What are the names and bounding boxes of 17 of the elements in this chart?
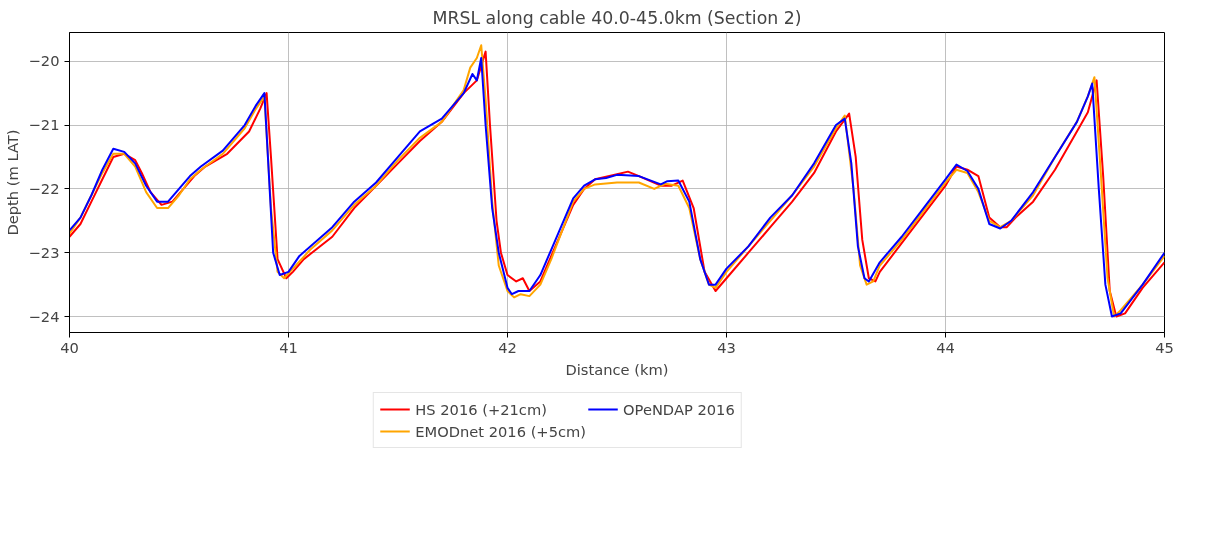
x-axis-title: Distance (km) bbox=[565, 360, 669, 378]
y-tick-label: −22 bbox=[28, 179, 60, 197]
y-tick-label: −24 bbox=[28, 307, 60, 325]
y-axis-title: Depth (m LAT) bbox=[3, 129, 21, 236]
y-tick-label: −20 bbox=[28, 52, 60, 70]
legend-label: HS 2016 (+21cm) bbox=[415, 400, 547, 418]
x-tick-label: 45 bbox=[1155, 338, 1174, 356]
legend-label: OPeNDAP 2016 bbox=[623, 400, 735, 418]
x-tick-label: 40 bbox=[60, 338, 79, 356]
y-tick-label: −23 bbox=[28, 243, 60, 261]
chart-title: MRSL along cable 40.0-45.0km (Section 2) bbox=[432, 7, 802, 28]
x-tick-label: 44 bbox=[936, 338, 955, 356]
legend-label: EMODnet 2016 (+5cm) bbox=[415, 422, 587, 440]
x-tick-label: 43 bbox=[717, 338, 736, 356]
y-tick-label: −21 bbox=[28, 116, 60, 134]
x-tick-label: 41 bbox=[279, 338, 298, 356]
x-tick-label: 42 bbox=[498, 338, 517, 356]
